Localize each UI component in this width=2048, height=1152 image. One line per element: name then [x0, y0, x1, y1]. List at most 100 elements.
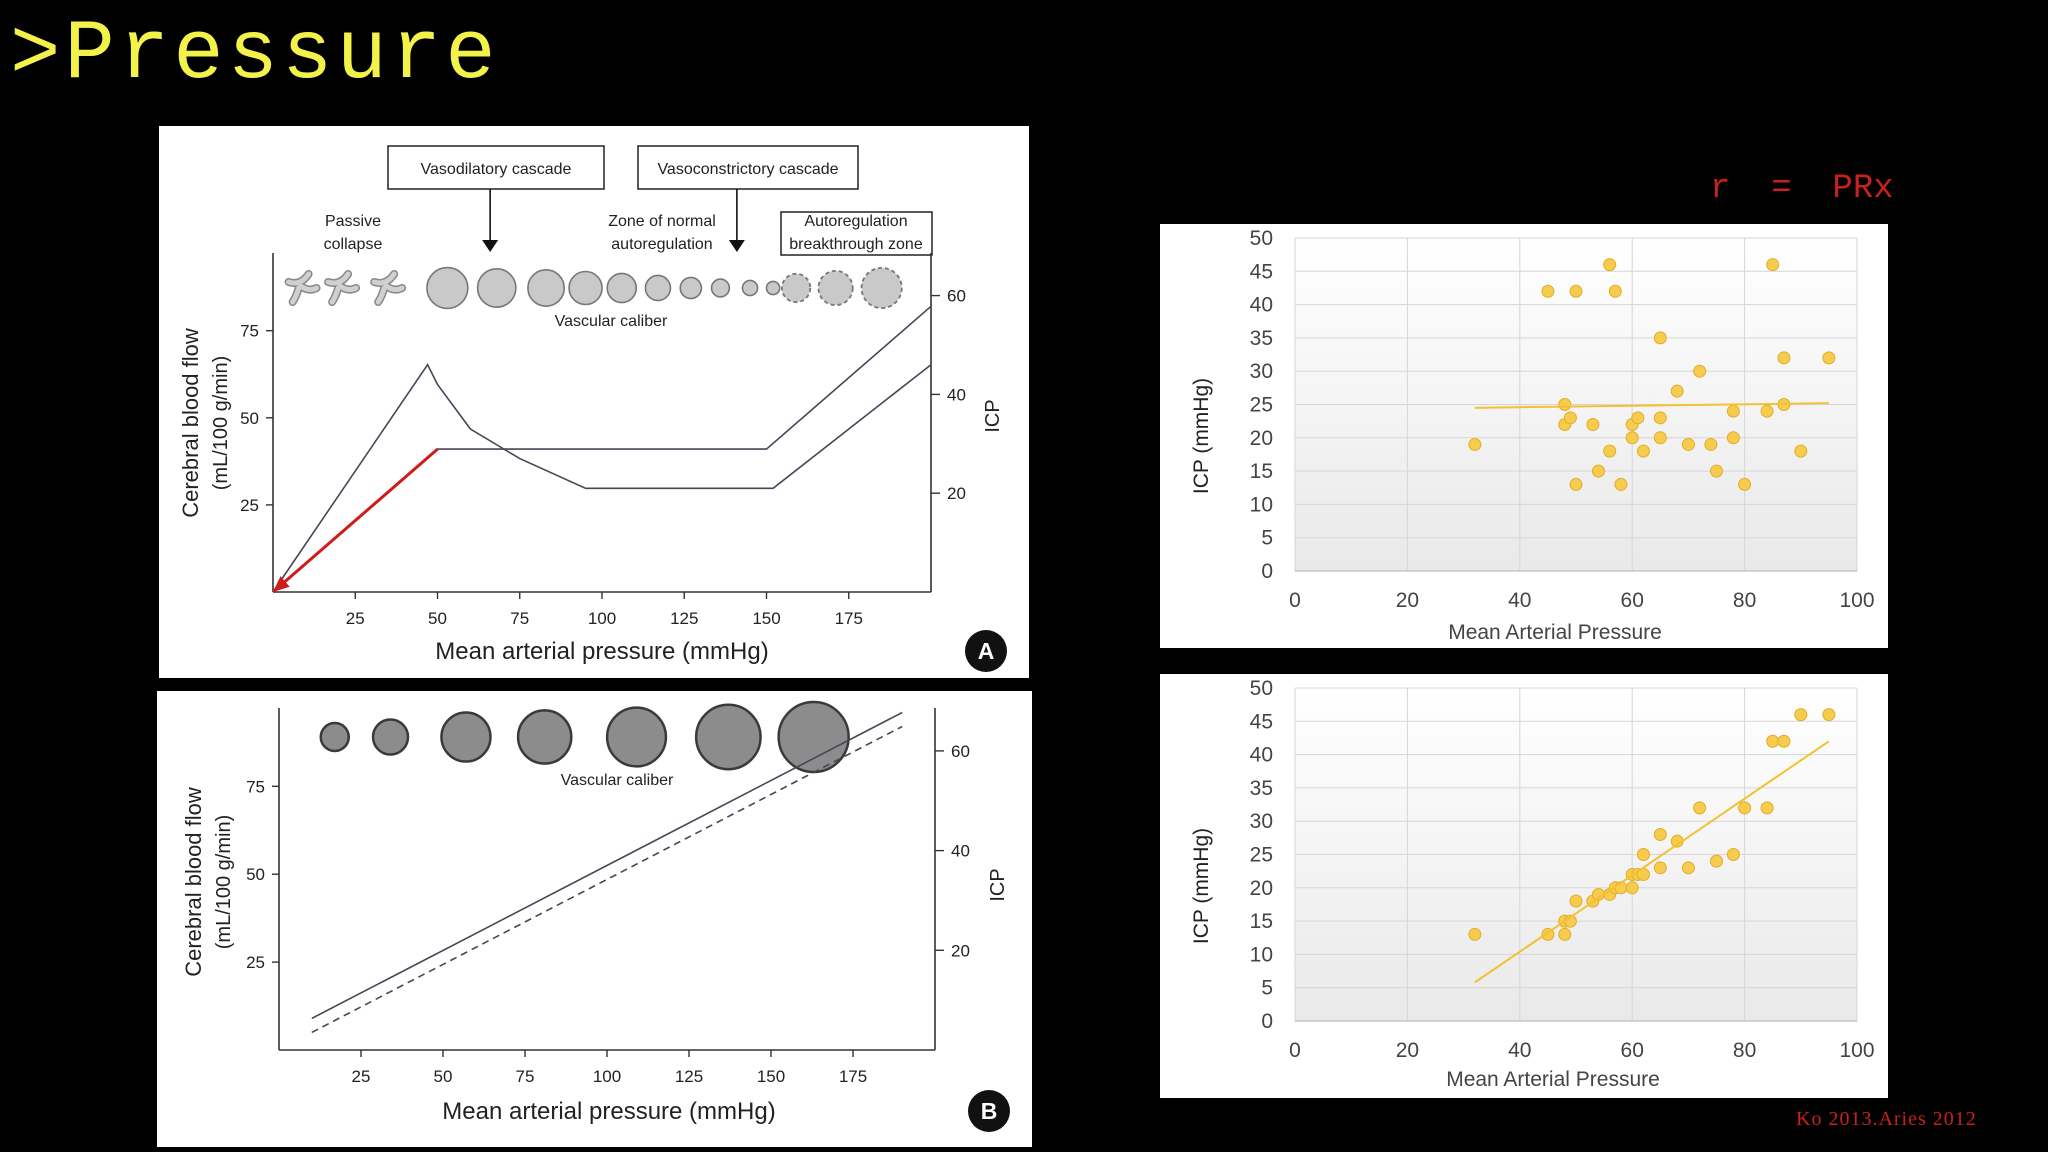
series-line-cbf — [311, 711, 903, 1020]
zone-label-line2: collapse — [324, 236, 383, 253]
x-tick-label: 80 — [1733, 589, 1756, 612]
x-tick-label: 75 — [516, 1067, 535, 1086]
zone-label-line2: autoregulation — [611, 236, 712, 253]
vessel-circle-icon — [426, 266, 469, 310]
figure-panel-b: Vascular caliber 25 50 75 100 125 150 175 25 50 7… — [157, 691, 1032, 1147]
trendline — [1474, 740, 1830, 984]
x-tick-label: 40 — [1508, 589, 1531, 612]
trendline-line — [1474, 740, 1830, 984]
scatter-point — [1625, 881, 1639, 895]
vessel-circle-icon — [765, 280, 781, 296]
y-tick-label: 20 — [1250, 427, 1273, 450]
panel-letter: B — [981, 1098, 998, 1124]
y-tick-label: 10 — [1250, 493, 1273, 516]
scatter-point — [1681, 861, 1695, 875]
vessel-filled-icon — [777, 700, 850, 774]
red-arrow-line — [272, 448, 439, 594]
vessel-dashed-icon — [817, 269, 854, 307]
vessel-filled-icon — [440, 711, 492, 763]
scatter-point — [1777, 734, 1791, 748]
y-tick-label: 40 — [1250, 744, 1273, 767]
y-tick-label: 25 — [1250, 844, 1273, 867]
trendline-line — [1474, 402, 1829, 409]
series-line-cbf — [272, 305, 932, 593]
scatter-point — [1693, 364, 1707, 378]
scatter-point — [1822, 708, 1836, 722]
tick-labels: 0 5 10 15 20 25 30 35 40 45 50 0 20 40 60 80 100 — [1250, 677, 1875, 1062]
scatter-point — [1653, 431, 1667, 445]
x-tick-label: 175 — [835, 609, 863, 628]
annotation-box-vasoconstrictory-label: Vasoconstrictory cascade — [657, 161, 838, 178]
scatter-point — [1468, 927, 1482, 941]
scatter-point — [1653, 411, 1667, 425]
scatter-point — [1794, 444, 1808, 458]
panel-a-svg: Vasodilatory cascade Vasoconstrictory ca… — [178, 145, 1007, 672]
scatter-point — [1603, 444, 1617, 458]
zone-label-line1: Passive — [325, 213, 381, 230]
y-tick-label: 25 — [1250, 394, 1273, 417]
scatter-point — [1822, 351, 1836, 365]
x-tick-label: 50 — [428, 609, 447, 628]
y-tick-label: 45 — [1250, 710, 1273, 733]
panel-b-svg: Vascular caliber 25 50 75 100 125 150 175 25 50 7… — [181, 700, 1010, 1132]
y-tick-label: 75 — [246, 777, 265, 796]
scatter-point — [1591, 464, 1605, 478]
scatter-point — [1614, 477, 1628, 491]
vessel-circle-icon — [606, 272, 638, 304]
y-tick-label: 25 — [240, 496, 259, 515]
scatter-point — [1777, 351, 1791, 365]
x-tick-label: 0 — [1289, 1039, 1301, 1062]
panel-letter-badge — [965, 630, 1007, 672]
annotation-box-vasodilatory: Vasodilatory cascade — [387, 145, 605, 190]
vessel-circle-icon — [679, 276, 703, 300]
scatter-point — [1569, 894, 1583, 908]
scatter-point — [1563, 411, 1577, 425]
x-tick-label: 175 — [839, 1067, 867, 1086]
scatter-point — [1636, 444, 1650, 458]
y2-tick-label: 20 — [951, 941, 970, 960]
vessel-circle-icon — [568, 270, 603, 306]
zone-label-line2: breakthrough zone — [789, 236, 923, 253]
y2-tick-label: 60 — [951, 742, 970, 761]
vessel-filled-icon — [694, 703, 762, 771]
zone-label-line1: Autoregulation — [804, 213, 907, 230]
y-tick-label: 30 — [1250, 360, 1273, 383]
collapsed-vessel-icon — [370, 270, 407, 306]
x-tick-label: 125 — [675, 1067, 703, 1086]
x-tick-label: 25 — [352, 1067, 371, 1086]
correlation-label: r = PRx — [1710, 170, 1894, 208]
axes — [266, 253, 940, 599]
vessel-icons — [284, 266, 903, 310]
y-axis-title-line2: (mL/100 g/min) — [210, 356, 232, 491]
tick-labels: 25 50 75 100 125 150 175 25 50 75 20 40 60 — [240, 287, 966, 628]
y-axis-title-line1: Cerebral blood flow — [181, 787, 206, 977]
x-tick-label: 75 — [510, 609, 529, 628]
scatter-point — [1468, 437, 1482, 451]
panel-letter-badge — [968, 1090, 1010, 1132]
y-tick-label: 25 — [246, 953, 265, 972]
y-tick-label: 5 — [1261, 977, 1273, 1000]
scatter-point — [1653, 331, 1667, 345]
scatter-point — [1670, 384, 1684, 398]
vascular-caliber-label: Vascular caliber — [555, 313, 668, 330]
trendline — [1474, 402, 1829, 409]
vessel-shape-fill — [286, 271, 320, 305]
y-tick-label: 35 — [1250, 777, 1273, 800]
x-tick-label: 100 — [1839, 1039, 1874, 1062]
zone-label-line1: Zone of normal — [608, 213, 716, 230]
vessel-shape-fill — [371, 271, 405, 305]
red-arrow-head — [273, 576, 290, 592]
scatter-point — [1760, 801, 1774, 815]
curves — [272, 305, 932, 594]
vessel-icons — [319, 700, 850, 774]
scatter-point — [1608, 284, 1622, 298]
y-tick-label: 15 — [1250, 910, 1273, 933]
vessel-circle-icon — [741, 279, 759, 297]
y-tick-label: 30 — [1250, 810, 1273, 833]
x-axis-title: Mean arterial pressure (mmHg) — [442, 1098, 775, 1125]
scatter-point — [1586, 417, 1600, 431]
scatter-point — [1704, 437, 1718, 451]
scatter-chart-bottom: 0 5 10 15 20 25 30 35 40 45 50 0 20 40 60 80 100 Mean Ar… — [1160, 674, 1888, 1098]
y-tick-label: 50 — [1250, 227, 1273, 250]
scatter-point — [1631, 411, 1645, 425]
